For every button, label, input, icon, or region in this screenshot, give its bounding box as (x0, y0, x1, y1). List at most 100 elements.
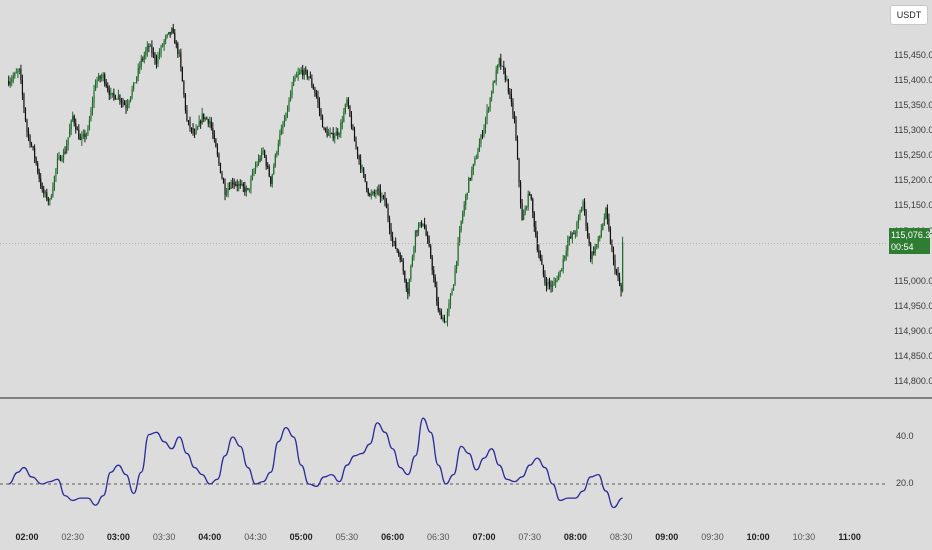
candle-body (324, 128, 327, 132)
candle-body (87, 128, 89, 134)
candle-body (329, 132, 331, 134)
candle-body (85, 133, 88, 138)
candle-body (544, 274, 546, 283)
candle-body (289, 94, 292, 101)
candle-body (309, 76, 311, 79)
candle-body (440, 311, 442, 320)
candle-body (547, 281, 549, 287)
candle-body (262, 150, 264, 152)
candle-body (128, 100, 130, 105)
candle-body (155, 60, 158, 64)
candle-body (328, 133, 330, 136)
oscillator-pane[interactable] (0, 417, 888, 509)
candle-body (227, 188, 229, 193)
candle-body (113, 92, 115, 96)
candle-body (264, 150, 266, 157)
price-tick-label: 115,350.0 (894, 100, 932, 111)
candle-body (296, 75, 298, 78)
candle-body (465, 195, 467, 205)
candle-body (285, 112, 287, 121)
candle-body (137, 68, 139, 77)
candle-body (72, 115, 74, 121)
candle-body (446, 311, 449, 322)
candle-body (81, 136, 83, 140)
candle-body (384, 196, 386, 202)
candle-body (600, 229, 602, 236)
candle-body (416, 230, 418, 233)
candle-body (593, 251, 595, 254)
candle-body (414, 230, 417, 248)
time-tick-label: 06:00 (381, 532, 405, 542)
candle-body (32, 146, 34, 149)
candle-body (419, 222, 421, 227)
candle-body (445, 321, 447, 323)
candle-body (373, 191, 375, 194)
candle-body (157, 56, 159, 64)
candle-body (395, 241, 397, 249)
candle-body (475, 158, 477, 160)
price-tick-label: 115,300.0 (894, 125, 932, 136)
candle-body (577, 217, 580, 223)
candle-body (423, 223, 426, 229)
candle-body (533, 212, 535, 227)
candle-body (62, 151, 65, 159)
candle-body (245, 188, 247, 192)
candle-body (390, 228, 392, 237)
candle-body (356, 146, 359, 156)
candle-body (273, 166, 275, 175)
candle-body (620, 285, 622, 292)
candle-body (203, 113, 205, 120)
candle-body (297, 73, 299, 76)
candle-body (614, 259, 616, 271)
candle-body (582, 201, 584, 209)
candle-body (50, 196, 52, 199)
candle-body (76, 129, 78, 131)
candle-body (120, 100, 123, 102)
candle-body (233, 183, 235, 185)
price-tick-label: 115,000.0 (894, 275, 932, 286)
candle-body (347, 99, 350, 106)
candle-body (299, 71, 301, 74)
time-tick-label: 07:00 (472, 532, 496, 542)
price-tick-label: 115,150.0 (894, 200, 932, 211)
candle-body (247, 188, 249, 190)
candle-body (190, 127, 193, 129)
price-tick-label: 114,950.0 (894, 300, 932, 311)
candle-body (291, 85, 293, 95)
candle-body (93, 90, 95, 103)
candle-body (70, 120, 72, 130)
candle-body (139, 66, 141, 69)
candle-body (236, 184, 238, 187)
candle-body (344, 104, 346, 113)
candle-body (535, 226, 537, 237)
candle-body (122, 101, 124, 103)
candle-body (340, 123, 342, 135)
candle-body (165, 36, 167, 41)
candle-body (193, 133, 196, 135)
candle-body (168, 31, 170, 35)
candle-body (133, 82, 135, 90)
price-pane[interactable] (0, 23, 888, 327)
candle-body (35, 157, 37, 164)
candle-body (303, 69, 305, 76)
candle-body (308, 76, 310, 78)
candle-body (151, 45, 153, 54)
candle-body (541, 259, 543, 265)
candle-body (204, 117, 206, 120)
candle-body (472, 163, 474, 171)
candle-body (161, 45, 164, 47)
candle-body (388, 218, 391, 229)
candle-body (474, 158, 476, 164)
candle-body (67, 137, 69, 146)
candle-body (353, 129, 356, 142)
candle-body (408, 279, 410, 294)
candle-body (41, 186, 43, 189)
candle-body (369, 194, 371, 196)
candle-body (504, 70, 506, 80)
time-tick-label: 06:30 (427, 532, 450, 542)
currency-button[interactable]: USDT (890, 5, 928, 25)
candle-body (248, 188, 251, 190)
time-tick-label: 08:00 (563, 532, 587, 542)
